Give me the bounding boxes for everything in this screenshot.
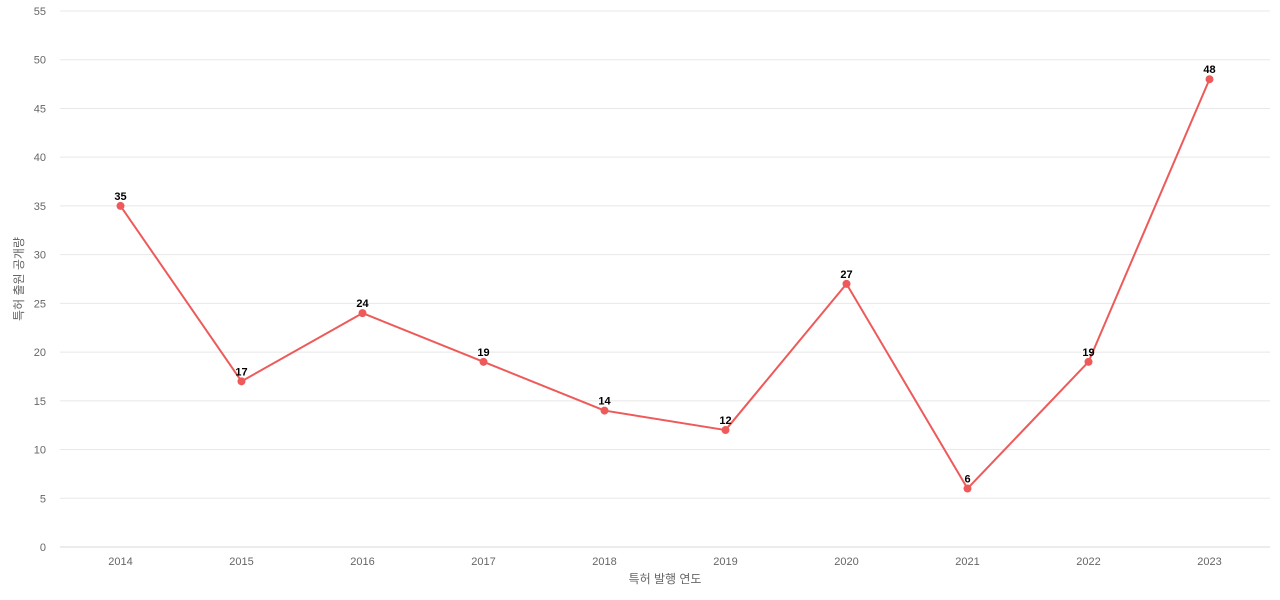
data-label: 17 <box>235 366 247 378</box>
x-axis-title: 특허 발행 연도 <box>629 571 702 586</box>
x-tick-label: 2019 <box>713 556 737 568</box>
data-point[interactable] <box>842 279 851 288</box>
y-tick-label: 50 <box>34 55 46 67</box>
x-tick-label: 2020 <box>834 556 858 568</box>
x-tick-label: 2015 <box>229 556 253 568</box>
x-tick-label: 2022 <box>1076 556 1100 568</box>
y-tick-label: 0 <box>40 542 46 554</box>
y-tick-label: 55 <box>34 6 46 18</box>
data-point[interactable] <box>116 201 125 210</box>
data-point[interactable] <box>1084 357 1093 366</box>
data-labels: 35 17 24 19 14 12 27 6 19 48 <box>114 64 1215 485</box>
gridlines <box>60 10 1270 548</box>
data-label: 27 <box>840 269 852 281</box>
y-tick-label: 5 <box>40 493 46 505</box>
data-point[interactable] <box>237 377 246 386</box>
data-label: 24 <box>356 298 369 310</box>
x-tick-label: 2014 <box>108 556 132 568</box>
y-tick-label: 20 <box>34 347 46 359</box>
data-point[interactable] <box>1205 75 1214 84</box>
y-axis: 0 5 10 15 20 25 30 35 40 45 50 55 <box>34 6 46 554</box>
data-label: 6 <box>964 474 970 486</box>
data-point[interactable] <box>963 484 972 493</box>
y-axis-title: 특허 출원 공개량 <box>12 237 26 321</box>
y-tick-label: 40 <box>34 152 46 164</box>
x-axis: 2014 2015 2016 2017 2018 2019 2020 2021 2022 2023 <box>108 556 1221 568</box>
x-tick-label: 2018 <box>592 556 616 568</box>
x-tick-label: 2016 <box>350 556 374 568</box>
data-label: 48 <box>1203 64 1215 76</box>
data-point[interactable] <box>358 309 367 318</box>
y-tick-label: 30 <box>34 250 46 262</box>
y-tick-label: 15 <box>34 396 46 408</box>
data-label: 12 <box>719 415 731 427</box>
x-tick-label: 2017 <box>471 556 495 568</box>
data-point[interactable] <box>600 406 609 415</box>
y-tick-label: 25 <box>34 298 46 310</box>
data-label: 19 <box>477 347 489 359</box>
series-line <box>119 78 1211 490</box>
y-tick-label: 10 <box>34 445 46 457</box>
series <box>116 75 1214 493</box>
x-tick-label: 2021 <box>955 556 979 568</box>
x-tick-label: 2023 <box>1197 556 1221 568</box>
y-tick-label: 45 <box>34 103 46 115</box>
data-label: 19 <box>1082 347 1094 359</box>
data-label: 35 <box>114 191 126 203</box>
data-point[interactable] <box>479 357 488 366</box>
data-point[interactable] <box>721 426 730 435</box>
data-label: 14 <box>598 396 611 408</box>
y-tick-label: 35 <box>34 201 46 213</box>
